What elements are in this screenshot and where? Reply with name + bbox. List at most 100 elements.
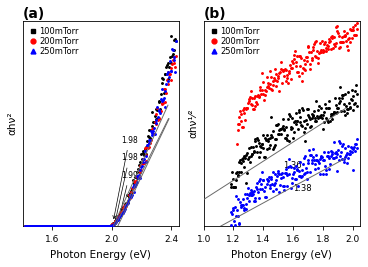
Point <box>240 159 246 163</box>
Point <box>32 224 38 229</box>
Point <box>35 224 40 229</box>
Point <box>57 224 63 229</box>
Point <box>327 119 333 123</box>
Point <box>72 224 78 229</box>
Point <box>59 224 65 229</box>
Point <box>103 224 109 229</box>
Point <box>272 78 278 82</box>
Point <box>228 223 234 227</box>
Point <box>275 121 280 126</box>
Point <box>248 89 254 93</box>
Point <box>149 124 155 128</box>
Point <box>230 208 236 212</box>
Point <box>91 224 96 229</box>
Point <box>171 61 177 65</box>
Point <box>143 152 149 156</box>
Point <box>282 136 288 140</box>
Point <box>44 224 50 229</box>
Point <box>292 49 298 53</box>
Point <box>302 62 308 66</box>
Point <box>259 142 265 147</box>
Point <box>263 89 269 93</box>
Point <box>290 136 296 140</box>
Point <box>262 93 268 97</box>
Point <box>80 224 86 229</box>
Point <box>290 172 296 176</box>
Point <box>256 141 262 145</box>
Point <box>321 119 327 124</box>
Point <box>254 136 260 140</box>
Point <box>299 79 305 83</box>
Point <box>289 59 295 63</box>
Point <box>322 49 328 53</box>
Point <box>53 224 59 229</box>
Point <box>347 105 353 109</box>
Point <box>311 147 316 151</box>
Point <box>56 224 62 229</box>
Point <box>66 224 72 229</box>
Point <box>279 81 285 86</box>
Point <box>302 68 308 72</box>
Legend: 100mTorr, 200mTorr, 250mTorr: 100mTorr, 200mTorr, 250mTorr <box>26 25 80 58</box>
Point <box>341 160 347 164</box>
Point <box>157 109 163 114</box>
Point <box>243 152 249 157</box>
Point <box>343 33 348 38</box>
Point <box>290 66 296 70</box>
Point <box>36 224 42 229</box>
Point <box>120 205 126 209</box>
Point <box>74 224 80 229</box>
Point <box>85 224 91 229</box>
Point <box>246 155 252 159</box>
Point <box>85 224 91 229</box>
Point <box>283 136 289 140</box>
Point <box>112 219 118 223</box>
Point <box>112 220 118 224</box>
Point <box>71 224 77 229</box>
Point <box>28 224 34 229</box>
Point <box>110 222 116 226</box>
Point <box>47 224 53 229</box>
Point <box>68 224 74 229</box>
Point <box>57 224 63 229</box>
Point <box>169 34 174 38</box>
Point <box>78 224 84 229</box>
Point <box>125 201 131 205</box>
Point <box>281 127 287 131</box>
Point <box>304 55 309 59</box>
Point <box>233 171 239 175</box>
Point <box>24 224 30 229</box>
Point <box>131 181 137 185</box>
Point <box>60 224 66 229</box>
Point <box>167 55 173 59</box>
Point <box>264 176 270 181</box>
Point <box>47 224 53 229</box>
Point <box>346 90 351 94</box>
Point <box>137 170 142 174</box>
Point <box>58 224 64 229</box>
Point <box>80 224 86 229</box>
Point <box>156 107 162 112</box>
Point <box>137 176 142 180</box>
Point <box>336 158 342 162</box>
Point <box>135 167 141 171</box>
Point <box>292 119 298 123</box>
Point <box>66 224 71 229</box>
Point <box>113 219 119 224</box>
Point <box>339 40 345 44</box>
Point <box>261 178 266 182</box>
Point <box>299 174 305 179</box>
Point <box>295 184 301 188</box>
Point <box>166 79 171 84</box>
Point <box>116 215 121 219</box>
Point <box>144 153 149 157</box>
Point <box>323 46 329 50</box>
Point <box>311 114 316 119</box>
Point <box>93 224 99 229</box>
X-axis label: Photon Energy (eV): Photon Energy (eV) <box>50 250 151 260</box>
Point <box>36 224 42 229</box>
Point <box>132 175 138 179</box>
Point <box>43 224 49 229</box>
Point <box>50 224 56 229</box>
Point <box>75 224 81 229</box>
